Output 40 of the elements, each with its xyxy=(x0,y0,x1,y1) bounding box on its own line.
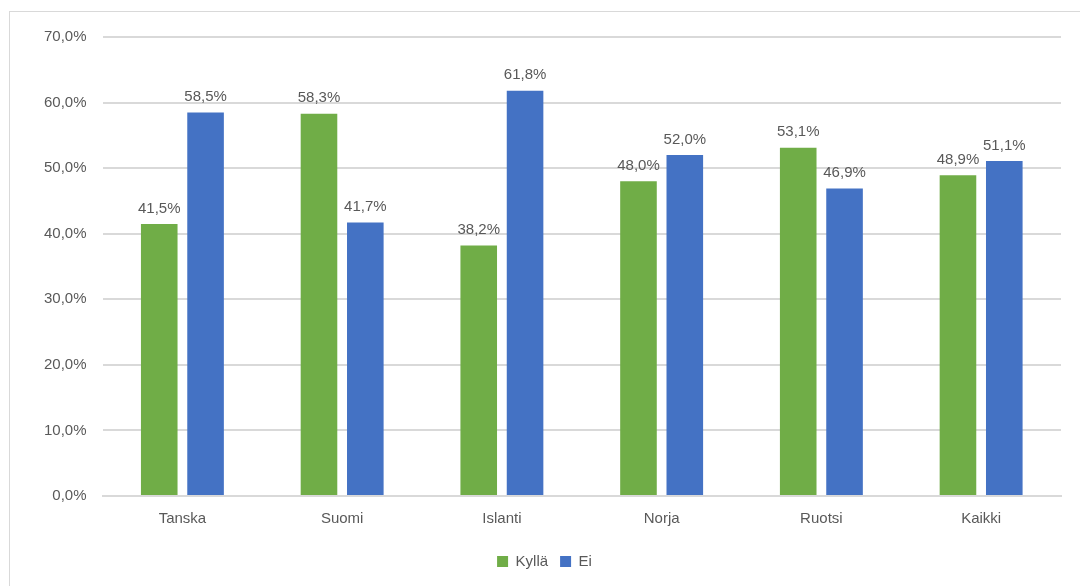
data-label: 61,8% xyxy=(503,65,547,83)
x-tick-label: Suomi xyxy=(320,509,364,527)
bar xyxy=(347,222,384,495)
x-tick-label: Tanska xyxy=(158,509,207,527)
y-tick-label: 60,0% xyxy=(43,92,87,110)
y-tick-label: 30,0% xyxy=(43,289,87,307)
x-tick-label: Norja xyxy=(643,509,681,527)
bar xyxy=(506,90,544,495)
x-tick-label: Islanti xyxy=(482,509,522,527)
data-label: 41,5% xyxy=(137,198,181,216)
legend-label: Kyllä xyxy=(515,551,549,569)
bar xyxy=(985,160,1023,495)
data-label: 53,1% xyxy=(776,122,820,140)
data-label: 58,5% xyxy=(184,87,227,105)
y-tick-label: 10,0% xyxy=(43,420,87,438)
bar xyxy=(620,181,657,495)
x-tick-label: Ruotsi xyxy=(800,509,843,527)
legend-label: Ei xyxy=(578,551,592,569)
data-label: 48,0% xyxy=(617,155,660,173)
bar xyxy=(187,112,224,495)
data-label: 38,2% xyxy=(457,220,500,238)
data-label: 41,7% xyxy=(344,197,387,215)
data-label: 48,9% xyxy=(936,150,980,167)
data-label: 58,3% xyxy=(297,88,341,106)
bar xyxy=(826,188,863,495)
x-tick-label: Kaikki xyxy=(961,509,1002,527)
y-tick-label: 70,0% xyxy=(43,27,87,45)
data-label: 51,1% xyxy=(983,135,1026,153)
bar xyxy=(300,113,338,495)
y-tick-label: 20,0% xyxy=(43,355,87,372)
data-label: 52,0% xyxy=(663,129,707,147)
bar xyxy=(779,147,817,495)
bar xyxy=(140,223,178,495)
data-label: 46,9% xyxy=(823,163,866,181)
bar xyxy=(460,245,498,495)
bar xyxy=(939,175,977,495)
y-tick-label: 0,0% xyxy=(52,486,87,504)
bar xyxy=(666,155,704,495)
y-tick-label: 50,0% xyxy=(43,158,87,176)
y-tick-label: 40,0% xyxy=(43,223,87,241)
